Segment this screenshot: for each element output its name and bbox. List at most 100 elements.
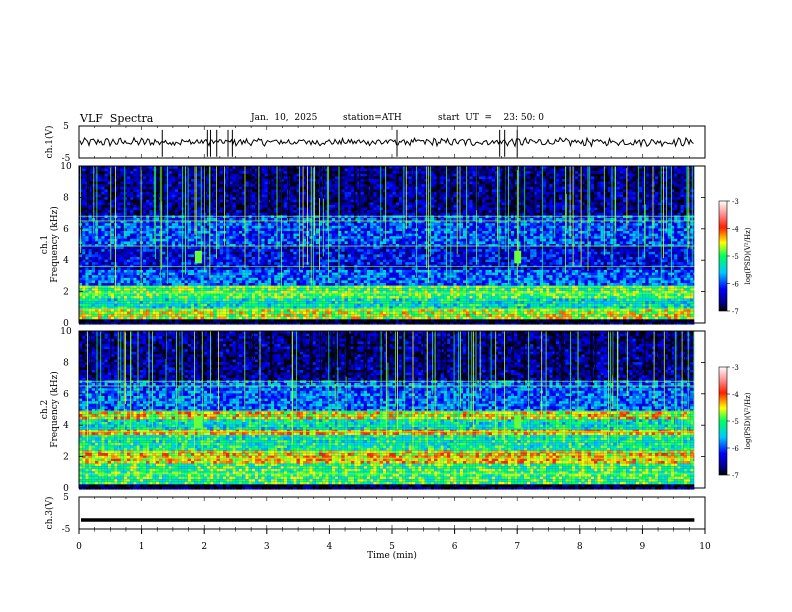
ch1-cell <box>418 171 421 174</box>
ch1-cell <box>409 189 412 192</box>
ch1-cell <box>501 195 504 198</box>
ch1-cell <box>293 179 296 182</box>
ch1-cell <box>562 182 565 185</box>
ch1-cell <box>668 200 671 203</box>
ch1-cell <box>530 182 533 185</box>
ch1-cell <box>482 182 485 185</box>
ch1-cell <box>233 195 236 198</box>
ch1-cell <box>380 174 383 177</box>
ch1-cell <box>265 192 268 195</box>
ch1-cell <box>185 202 188 205</box>
ch1-cell <box>441 195 444 198</box>
ch1-cell <box>265 174 268 177</box>
ch1-cell <box>399 187 402 190</box>
ch1-cell <box>562 189 565 192</box>
ch1-cell <box>549 176 552 179</box>
ch1-cell <box>284 187 287 190</box>
ch1-cell <box>409 182 412 185</box>
ch1-cell <box>431 179 434 182</box>
ch1-cell <box>82 187 85 190</box>
ch1-cell <box>473 202 476 205</box>
ch1-trace-group <box>80 130 694 157</box>
ch1-cell <box>393 182 396 185</box>
ch1-cell <box>233 179 236 182</box>
ch1-cell <box>169 182 172 185</box>
ch1-cell <box>661 205 664 208</box>
ch1-cell <box>655 169 658 172</box>
ch1-cell <box>652 192 655 195</box>
ch1-cell <box>373 189 376 192</box>
ch1-cell <box>591 171 594 174</box>
ch1-cell <box>447 195 450 198</box>
ch1-cell <box>322 202 325 205</box>
ch1-cell <box>543 176 546 179</box>
ch1-cell <box>332 176 335 179</box>
ch1-cell <box>185 171 188 174</box>
ch1-cell <box>559 189 562 192</box>
ch1-cell <box>380 169 383 172</box>
ch1-cell <box>431 192 434 195</box>
ch1-cell <box>239 174 242 177</box>
ch1-cell <box>469 174 472 177</box>
ch1-cell <box>127 174 130 177</box>
ch1-cell <box>543 192 546 195</box>
ch1-cell <box>447 197 450 200</box>
ch1-cell <box>652 182 655 185</box>
ch1-cell <box>668 171 671 174</box>
ch1-cell <box>380 184 383 187</box>
ch1-cell <box>396 205 399 208</box>
ch1-cell <box>284 182 287 185</box>
ch1-cell <box>172 189 175 192</box>
ch1-cell <box>492 202 495 205</box>
ch1-cell <box>233 205 236 208</box>
ch1-cell <box>674 184 677 187</box>
ch1-cell <box>300 195 303 198</box>
ch1-cell <box>185 187 188 190</box>
ch1-cell <box>652 179 655 182</box>
ch1-cell <box>453 174 456 177</box>
ch1-cell <box>469 202 472 205</box>
ch1-cell <box>373 169 376 172</box>
ch1-cell <box>431 202 434 205</box>
ch1-cell <box>684 195 687 198</box>
ch1-cell <box>517 202 520 205</box>
ch1-cell <box>677 187 680 190</box>
ch1-cell <box>220 192 223 195</box>
ch1-cell <box>431 205 434 208</box>
ch1-cell <box>197 192 200 195</box>
ch1-cell <box>559 200 562 203</box>
ch1-cell <box>130 205 133 208</box>
ch1-cell <box>661 174 664 177</box>
ch1-cell <box>537 205 540 208</box>
ch1-cell <box>233 202 236 205</box>
ch1-cell <box>527 171 530 174</box>
ch1-cell <box>233 171 236 174</box>
ch1-cell <box>399 174 402 177</box>
ch1-cell <box>674 169 677 172</box>
ch1-cell <box>98 208 101 211</box>
ch1-cell <box>105 176 108 179</box>
ch1-cell <box>185 169 188 172</box>
ch1-cell <box>172 174 175 177</box>
ch1-cell <box>329 197 332 200</box>
ch1-cell <box>585 197 588 200</box>
ch1-cell <box>329 195 332 198</box>
ch1-cell <box>684 205 687 208</box>
ch1-cell <box>601 189 604 192</box>
ch1-cell <box>169 174 172 177</box>
ch1-cell <box>284 195 287 198</box>
ch1-cell <box>290 189 293 192</box>
ch1-cell <box>479 197 482 200</box>
ch1-cell <box>105 179 108 182</box>
ch1-cell <box>399 200 402 203</box>
ch1-cell <box>111 182 114 185</box>
ch1-cell <box>191 171 194 174</box>
ch1-cell <box>655 192 658 195</box>
ch1-cell <box>261 169 264 172</box>
ch1-cell <box>594 182 597 185</box>
ch1-cell <box>492 176 495 179</box>
ch1-cell <box>527 176 530 179</box>
ch1-cell <box>197 197 200 200</box>
ch1-cell <box>559 174 562 177</box>
ch1-cell <box>546 184 549 187</box>
